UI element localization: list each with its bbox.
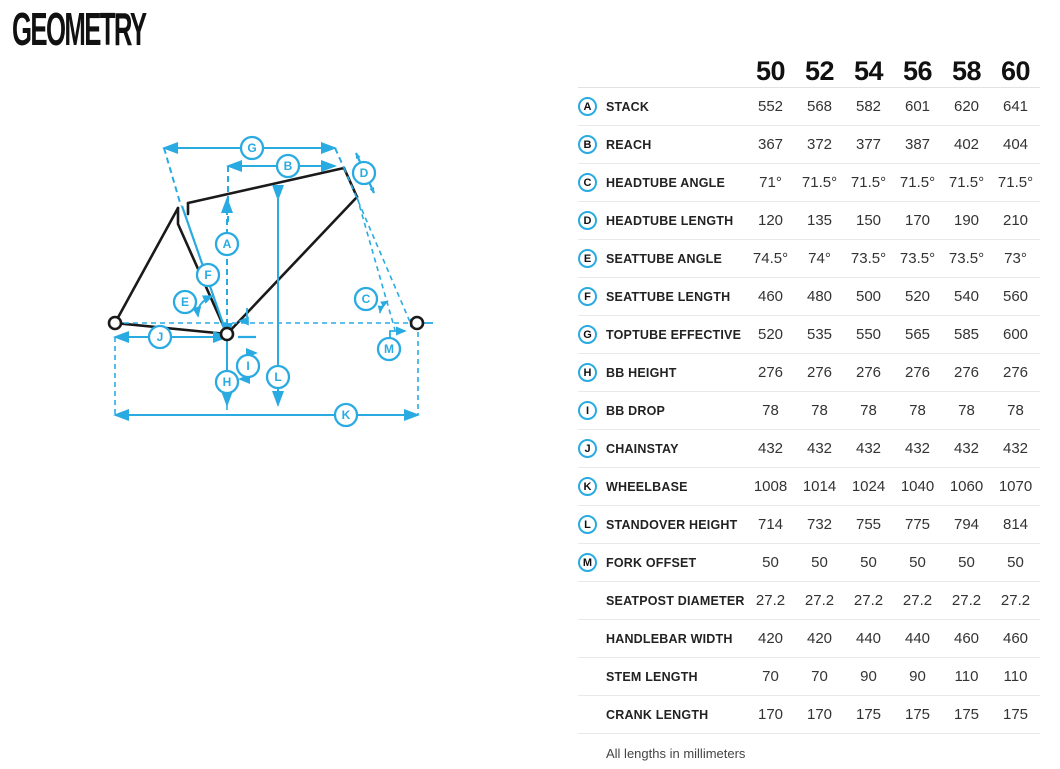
svg-text:K: K: [342, 408, 351, 422]
svg-text:B: B: [284, 159, 293, 173]
svg-text:H: H: [223, 375, 232, 389]
svg-text:E: E: [181, 295, 189, 309]
svg-text:C: C: [362, 292, 371, 306]
svg-text:D: D: [360, 166, 369, 180]
svg-text:M: M: [384, 342, 394, 356]
svg-text:J: J: [157, 330, 164, 344]
svg-text:I: I: [246, 359, 249, 373]
svg-text:G: G: [247, 141, 256, 155]
svg-text:F: F: [204, 268, 211, 282]
svg-text:L: L: [274, 370, 281, 384]
svg-text:A: A: [223, 237, 232, 251]
